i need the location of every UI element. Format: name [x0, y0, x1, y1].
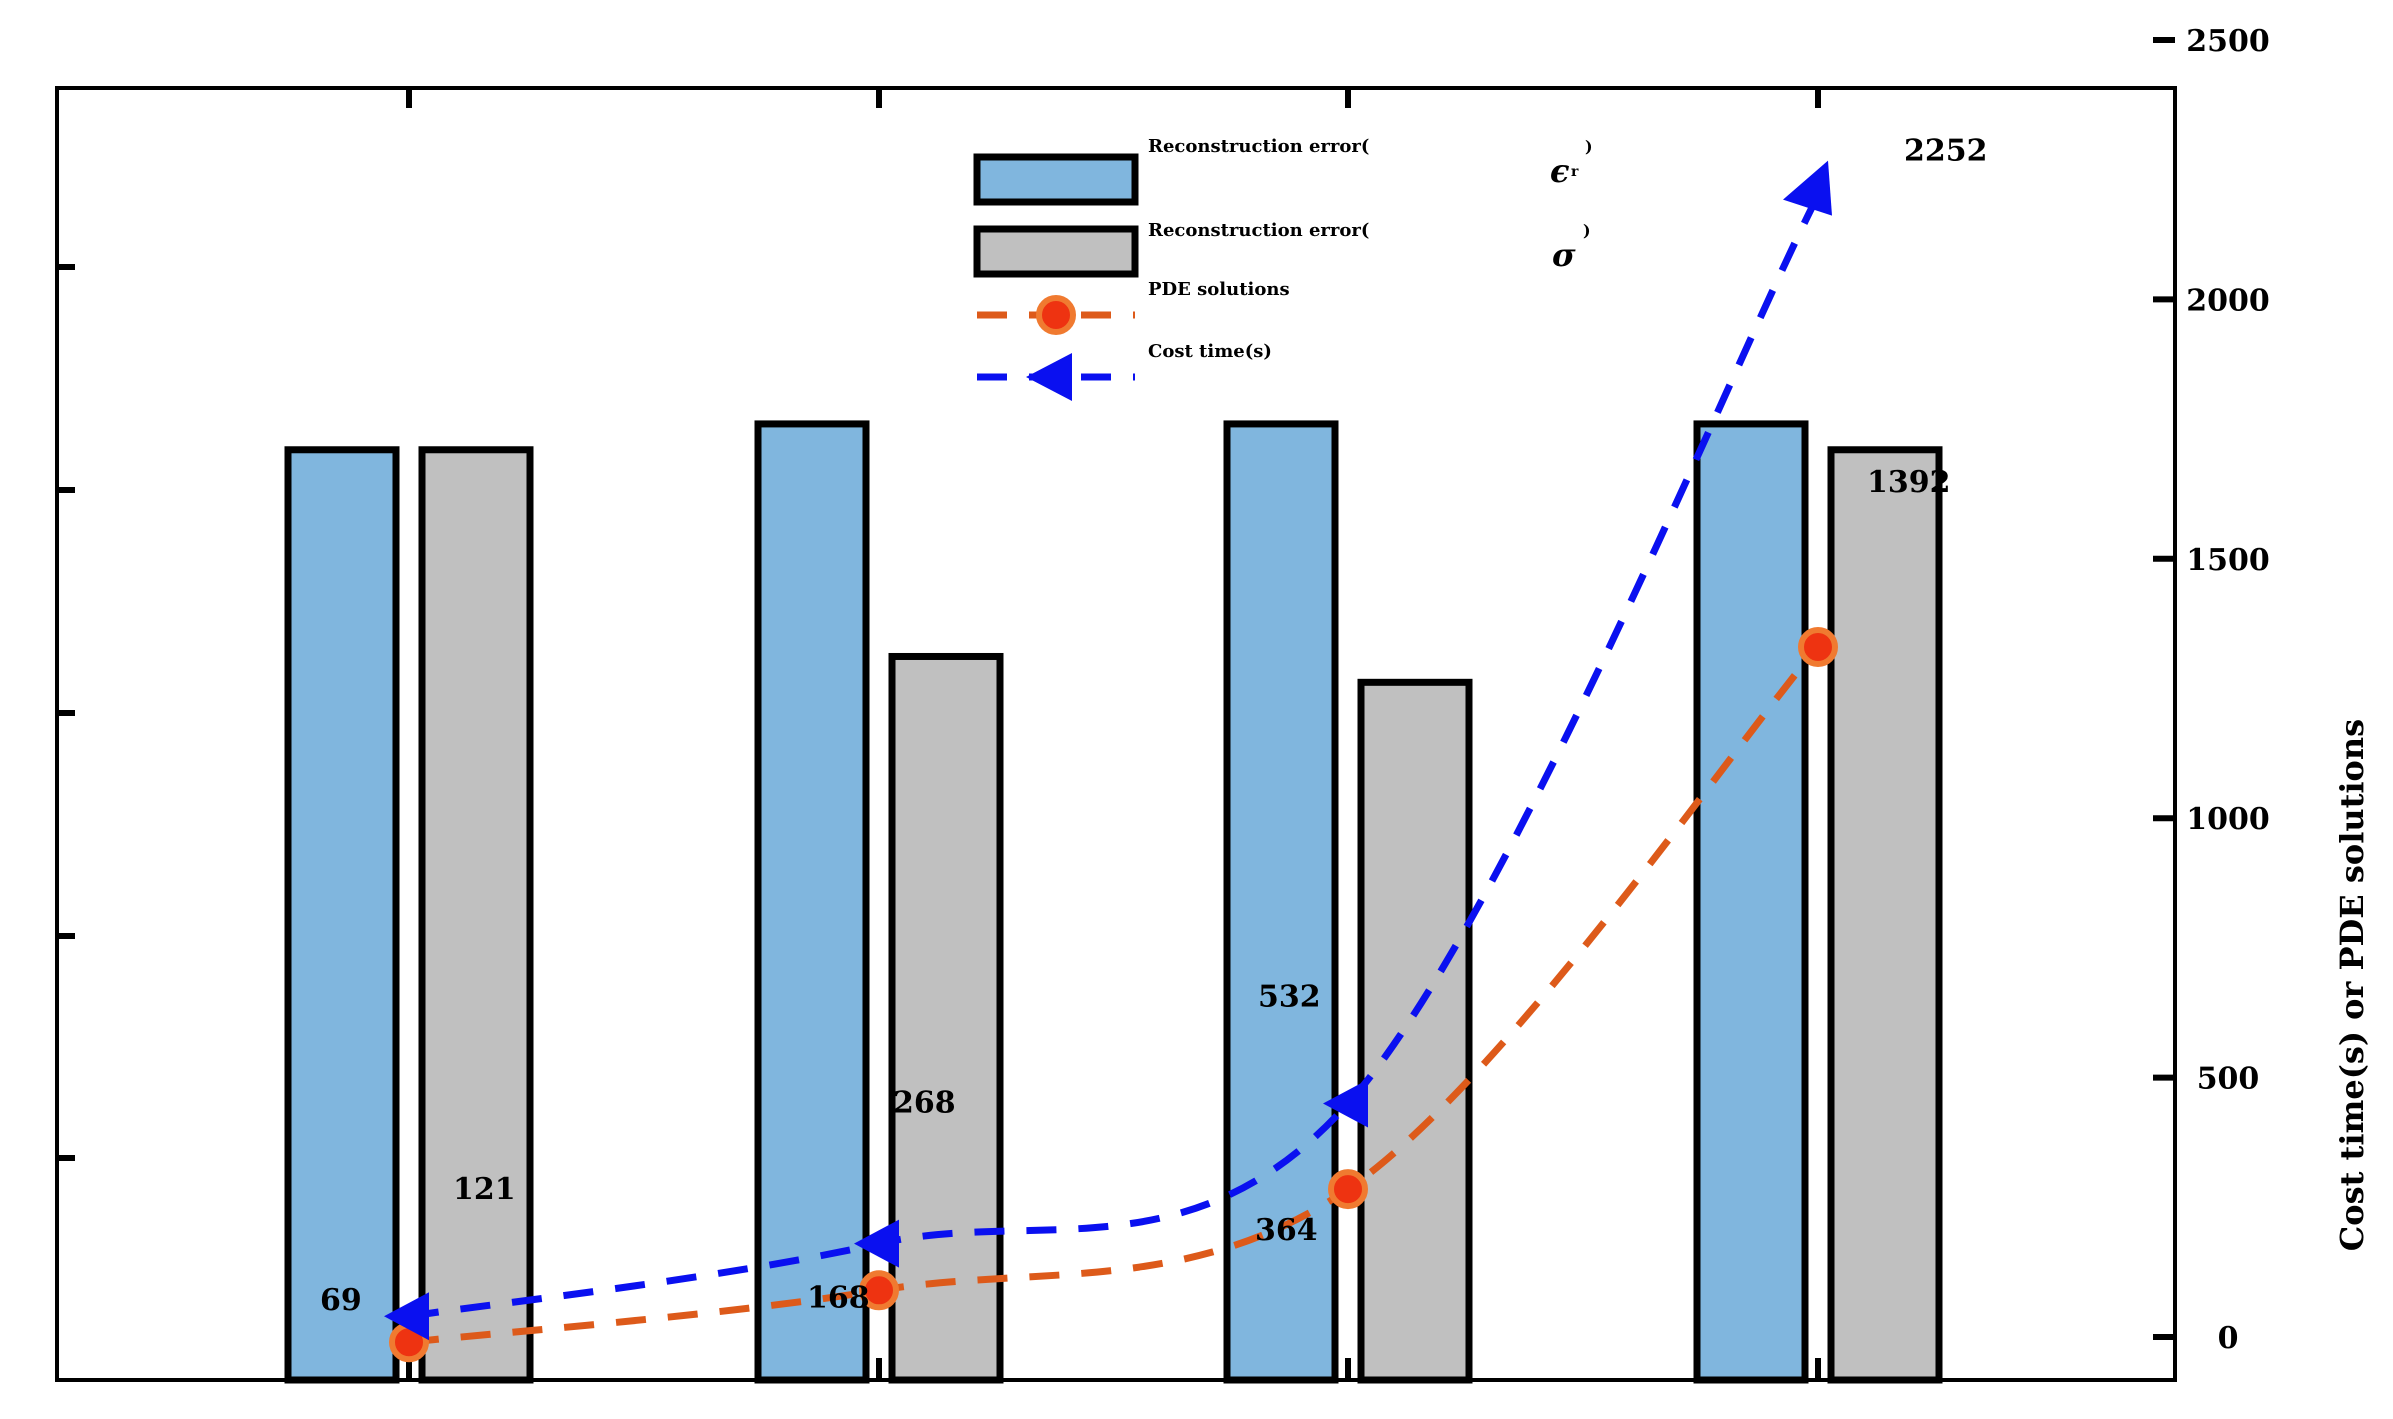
- marker-pde-4: [1798, 626, 1838, 667]
- legend-marker-pde: [1036, 295, 1076, 335]
- lines-layer: [384, 160, 1838, 1363]
- marker-cost-2: [854, 1219, 899, 1268]
- data-label-cost-4: 2252: [1904, 134, 1988, 169]
- right-tick-label-1000: 1000: [2186, 802, 2270, 837]
- legend-symbol-eps-sub: r: [1571, 164, 1579, 180]
- data-label-pde-2: 168: [807, 1280, 870, 1315]
- right-tick-label-2500: 2500: [2186, 24, 2270, 59]
- legend-label-sigma: Reconstruction error(: [1148, 220, 1369, 241]
- right-tick-label-0: 0: [2218, 1321, 2239, 1356]
- right-axis-title: Cost time(s) or PDE solutions: [2333, 719, 2371, 1251]
- bar-sigma-2: [888, 652, 1004, 1384]
- marker-cost-4: [1783, 160, 1832, 216]
- right-tick-label-500: 500: [2197, 1062, 2260, 1097]
- marker-pde-3: [1328, 1169, 1368, 1210]
- marker-cost-3: [1323, 1079, 1368, 1128]
- legend-label-eps: Reconstruction error(: [1148, 136, 1369, 157]
- legend-swatch-sigma: [973, 225, 1139, 278]
- legend-close-eps: ): [1585, 137, 1593, 156]
- bar-eps-2: [754, 420, 870, 1384]
- bar-eps-1: [284, 446, 400, 1384]
- right-tick-label-2000: 2000: [2186, 283, 2270, 318]
- legend-symbol-eps: ϵ: [1550, 152, 1569, 190]
- legend-symbol-sigma: σ: [1552, 236, 1576, 274]
- legend-label-cost: Cost time(s): [1148, 341, 1272, 362]
- plot-frame: [55, 86, 2177, 1382]
- bar-sigma-1: [418, 446, 534, 1384]
- bars-layer: [284, 420, 1943, 1384]
- labels-layer: 69 168 364 1392 121 268 532 2252: [320, 134, 1988, 1319]
- legend-close-sigma: ): [1583, 221, 1591, 240]
- bar-eps-3: [1223, 420, 1339, 1384]
- right-tick-label-1500: 1500: [2186, 543, 2270, 578]
- data-label-pde-1: 69: [320, 1283, 362, 1318]
- legend: Reconstruction error( ϵ r ) Reconstructi…: [973, 136, 1593, 401]
- legend-label-pde: PDE solutions: [1148, 279, 1290, 300]
- legend-swatch-eps: [973, 153, 1139, 206]
- data-label-cost-3: 532: [1258, 980, 1321, 1015]
- marker-pde-2: [859, 1270, 899, 1311]
- bar-sigma-4: [1827, 446, 1943, 1384]
- line-cost: [408, 194, 1822, 1320]
- marker-cost-1: [384, 1292, 429, 1341]
- data-label-pde-3: 364: [1255, 1213, 1318, 1248]
- line-pde: [408, 644, 1821, 1346]
- bar-eps-4: [1693, 420, 1809, 1384]
- legend-marker-cost: [1026, 353, 1072, 401]
- bar-sigma-3: [1357, 678, 1473, 1384]
- data-label-cost-1: 121: [453, 1172, 516, 1207]
- data-label-cost-2: 268: [893, 1086, 956, 1121]
- data-label-pde-4: 1392: [1867, 465, 1951, 500]
